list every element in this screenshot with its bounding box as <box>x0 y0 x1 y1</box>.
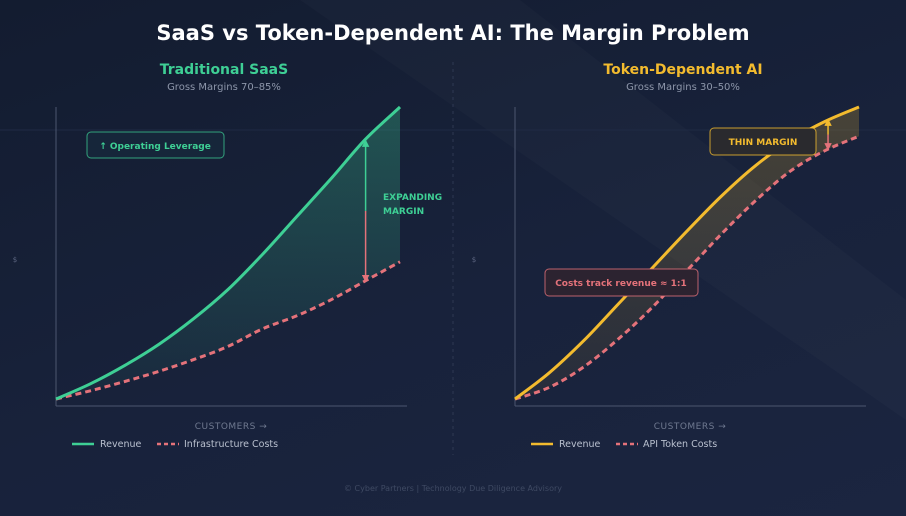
saas-revenue-point-4 <box>192 317 195 320</box>
saas-panel: Traditional SaaS Gross Margins 70–85% $ … <box>13 62 442 450</box>
saas-cost-point-5 <box>227 345 230 348</box>
saas-x-axis-label: CUSTOMERS → <box>195 422 268 432</box>
saas-cost-point-10 <box>399 260 402 263</box>
saas-infrastructure-costs-line <box>55 260 401 401</box>
legend-infrastructure-costs-label: Infrastructure Costs <box>184 439 278 450</box>
chart-title: SaaS vs Token-Dependent AI: The Margin P… <box>156 21 749 45</box>
operating-leverage-box <box>86 131 225 159</box>
ai-revenue-point-1 <box>548 371 551 374</box>
expanding-margin-label-line1: EXPANDING <box>383 193 442 203</box>
saas-revenue-point-6 <box>261 253 264 256</box>
ai-cost-point-4 <box>651 306 654 309</box>
saas-revenue-point-8 <box>330 177 333 180</box>
ai-revenue-point-5 <box>686 230 689 233</box>
saas-cost-point-7 <box>295 314 298 317</box>
saas-revenue-point-9 <box>364 138 367 141</box>
ai-revenue-point-6 <box>720 195 723 198</box>
saas-cost-point-1 <box>89 389 92 392</box>
thin-margin-box <box>709 127 817 156</box>
ai-cost-point-3 <box>617 338 620 341</box>
saas-revenue-line <box>55 105 402 401</box>
saas-panel-subtitle: Gross Margins 70–85% <box>167 82 281 93</box>
ai-cost-point-9 <box>823 149 826 152</box>
saas-cost-point-3 <box>158 370 161 373</box>
ai-cost-point-2 <box>582 365 585 368</box>
ai-cost-point-1 <box>548 386 551 389</box>
footer-credit: © Cyber Partners | Technology Due Dilige… <box>344 484 562 493</box>
saas-cost-point-6 <box>261 327 264 330</box>
saas-revenue-point-3 <box>158 343 161 346</box>
saas-cost-point-0 <box>55 398 58 401</box>
ai-cost-point-6 <box>720 233 723 236</box>
ai-y-axis-label: $ <box>472 256 476 264</box>
ai-panel-subtitle: Gross Margins 30–50% <box>626 82 740 93</box>
ai-margin-area <box>515 107 859 399</box>
ai-revenue-point-3 <box>617 303 620 306</box>
saas-cost-point-8 <box>330 298 333 301</box>
saas-revenue-point-2 <box>123 364 126 367</box>
legend-ai-revenue-label: Revenue <box>559 439 601 450</box>
saas-revenue-point-5 <box>227 288 230 291</box>
ai-revenue-point-8 <box>789 139 792 142</box>
costs-track-revenue-box <box>544 268 699 297</box>
ai-panel-title: Token-Dependent AI <box>603 62 762 78</box>
saas-y-axis-label: $ <box>13 256 17 264</box>
saas-revenue-point-10 <box>399 106 402 109</box>
legend-api-token-costs-label: API Token Costs <box>643 439 717 450</box>
saas-revenue-point-1 <box>89 382 92 385</box>
ai-panel: Token-Dependent AI Gross Margins 30–50% … <box>472 62 866 450</box>
ai-cost-point-7 <box>754 199 757 202</box>
saas-cost-point-4 <box>192 358 195 361</box>
ai-cost-point-5 <box>686 269 689 272</box>
saas-cost-point-2 <box>123 380 126 383</box>
ai-cost-point-0 <box>514 398 517 401</box>
ai-cost-point-8 <box>789 170 792 173</box>
saas-revenue-point-7 <box>295 215 298 218</box>
legend-revenue-label: Revenue <box>100 439 142 450</box>
ai-cost-point-10 <box>858 135 861 138</box>
saas-panel-title: Traditional SaaS <box>160 62 288 78</box>
ai-revenue-point-9 <box>823 120 826 123</box>
costs-track-revenue-label: Costs track revenue ≈ 1:1 <box>555 279 687 289</box>
saas-margin-area <box>56 107 400 399</box>
thin-margin-label: THIN MARGIN <box>729 138 798 148</box>
expanding-margin-label-line2: MARGIN <box>383 207 424 217</box>
ai-revenue-point-4 <box>651 266 654 269</box>
ai-revenue-point-10 <box>858 106 861 109</box>
operating-leverage-label: ↑ Operating Leverage <box>99 142 211 152</box>
ai-revenue-point-7 <box>754 164 757 167</box>
ai-revenue-point-2 <box>582 339 585 342</box>
saas-cost-point-9 <box>364 279 367 282</box>
ai-x-axis-label: CUSTOMERS → <box>654 422 727 432</box>
ai-api-token-costs-line <box>514 134 860 401</box>
